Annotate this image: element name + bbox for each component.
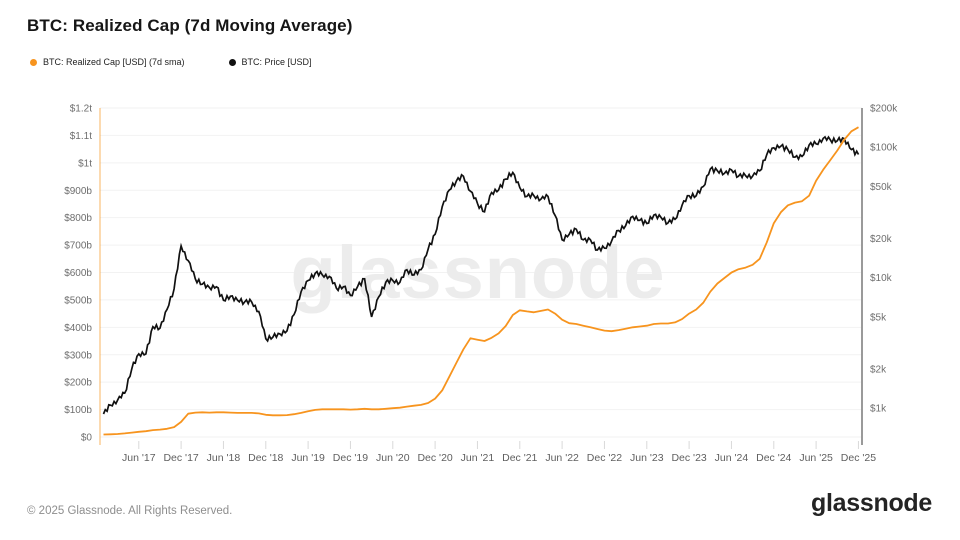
right-axis-labels: $1k $2k $5k $10k $20k $50k $100k $200k [870, 104, 898, 415]
svg-text:Jun '20: Jun '20 [376, 452, 410, 464]
svg-text:$100b: $100b [64, 405, 92, 416]
svg-text:$20k: $20k [870, 234, 893, 245]
legend-label-price: BTC: Price [USD] [241, 57, 312, 67]
axis-lines [99, 108, 863, 445]
svg-text:$200k: $200k [870, 104, 898, 115]
page-title: BTC: Realized Cap (7d Moving Average) [27, 16, 353, 35]
svg-text:$0: $0 [81, 433, 93, 444]
chart-legend: BTC: Realized Cap [USD] (7d sma) BTC: Pr… [30, 57, 312, 67]
svg-text:$100k: $100k [870, 143, 898, 154]
legend-label-realized-cap: BTC: Realized Cap [USD] (7d sma) [43, 57, 185, 67]
svg-text:Jun '24: Jun '24 [715, 452, 749, 464]
svg-text:Dec '19: Dec '19 [333, 452, 368, 464]
left-axis-labels: $0 $100b $200b $300b $400b $500b $600b $700b $80… [64, 104, 92, 444]
svg-text:$200b: $200b [64, 378, 92, 389]
svg-text:$1.1t: $1.1t [70, 131, 92, 142]
realized-cap-line [103, 126, 859, 436]
svg-text:Jun '25: Jun '25 [799, 452, 833, 464]
price-line [102, 135, 860, 415]
svg-text:Dec '20: Dec '20 [417, 452, 452, 464]
svg-text:$500b: $500b [64, 295, 92, 306]
grid-lines [100, 107, 862, 438]
svg-text:Jun '18: Jun '18 [207, 452, 241, 464]
svg-text:Jun '19: Jun '19 [291, 452, 325, 464]
svg-text:Dec '23: Dec '23 [671, 452, 706, 464]
svg-text:Dec '17: Dec '17 [163, 452, 198, 464]
svg-text:$400b: $400b [64, 323, 92, 334]
svg-text:$800b: $800b [64, 213, 92, 224]
svg-text:$300b: $300b [64, 350, 92, 361]
svg-text:$5k: $5k [870, 312, 887, 323]
svg-text:Dec '24: Dec '24 [756, 452, 791, 464]
svg-text:$1k: $1k [870, 404, 887, 415]
svg-text:$1.2t: $1.2t [70, 104, 92, 115]
svg-text:$700b: $700b [64, 241, 92, 252]
legend-item-realized-cap[interactable]: BTC: Realized Cap [USD] (7d sma) [30, 57, 185, 67]
svg-text:Jun '22: Jun '22 [545, 452, 579, 464]
svg-text:$10k: $10k [870, 273, 893, 284]
svg-text:$900b: $900b [64, 186, 92, 197]
footer-copyright: © 2025 Glassnode. All Rights Reserved. [27, 505, 233, 517]
svg-text:$50k: $50k [870, 182, 893, 193]
svg-text:$600b: $600b [64, 268, 92, 279]
svg-text:Dec '18: Dec '18 [248, 452, 283, 464]
realized-cap-dot-icon [30, 58, 37, 66]
x-axis: Jun '17 Dec '17 Jun '18 Dec '18 Jun '19 Dec '… [122, 441, 876, 464]
svg-text:Dec '22: Dec '22 [587, 452, 622, 464]
svg-text:Dec '21: Dec '21 [502, 452, 537, 464]
svg-text:Jun '21: Jun '21 [461, 452, 495, 464]
svg-text:Dec '25: Dec '25 [841, 452, 876, 464]
glassnode-wordmark: glassnode [811, 489, 932, 517]
svg-text:$1t: $1t [78, 158, 92, 169]
svg-text:Jun '17: Jun '17 [122, 452, 156, 464]
svg-text:$2k: $2k [870, 364, 887, 375]
legend-item-price[interactable]: BTC: Price [USD] [228, 57, 312, 67]
watermark-text: glassnode [291, 231, 666, 314]
svg-text:Jun '23: Jun '23 [630, 452, 664, 464]
price-dot-icon [228, 58, 236, 66]
